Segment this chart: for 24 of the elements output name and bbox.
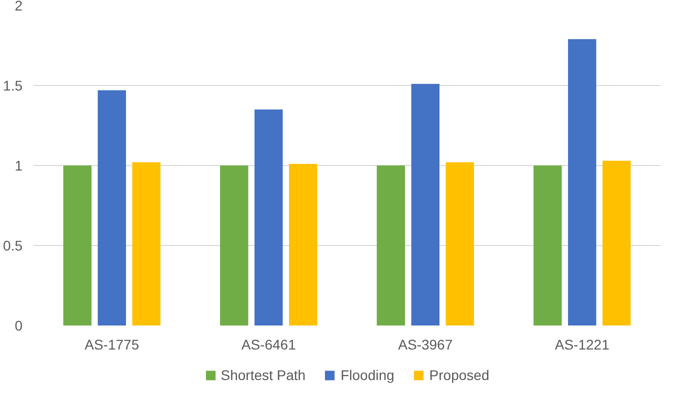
x-tick-label: AS-1221: [554, 336, 610, 352]
bar: [220, 166, 248, 326]
x-tick-label: AS-3967: [398, 336, 453, 352]
y-tick-label: 0.5: [3, 238, 23, 254]
x-tick-label: AS-1775: [84, 336, 140, 352]
bar: [446, 162, 474, 326]
bar: [289, 164, 318, 326]
bar: [602, 160, 631, 326]
bar: [411, 84, 440, 326]
y-tick-label: 1: [14, 158, 23, 174]
bar: [534, 166, 562, 326]
bar: [98, 90, 126, 326]
legend-label: Proposed: [429, 367, 490, 383]
bar: [376, 166, 405, 326]
y-tick-label: 2: [14, 0, 23, 14]
bar: [63, 166, 92, 326]
legend-label: Shortest Path: [220, 367, 306, 383]
bar: [568, 39, 596, 326]
legend-label: Flooding: [340, 367, 394, 383]
bar: [254, 110, 283, 326]
x-tick-label: AS-6461: [241, 336, 296, 352]
bar: [132, 162, 160, 326]
y-tick-label: 1.5: [3, 78, 23, 94]
y-tick-label: 0: [14, 318, 23, 334]
